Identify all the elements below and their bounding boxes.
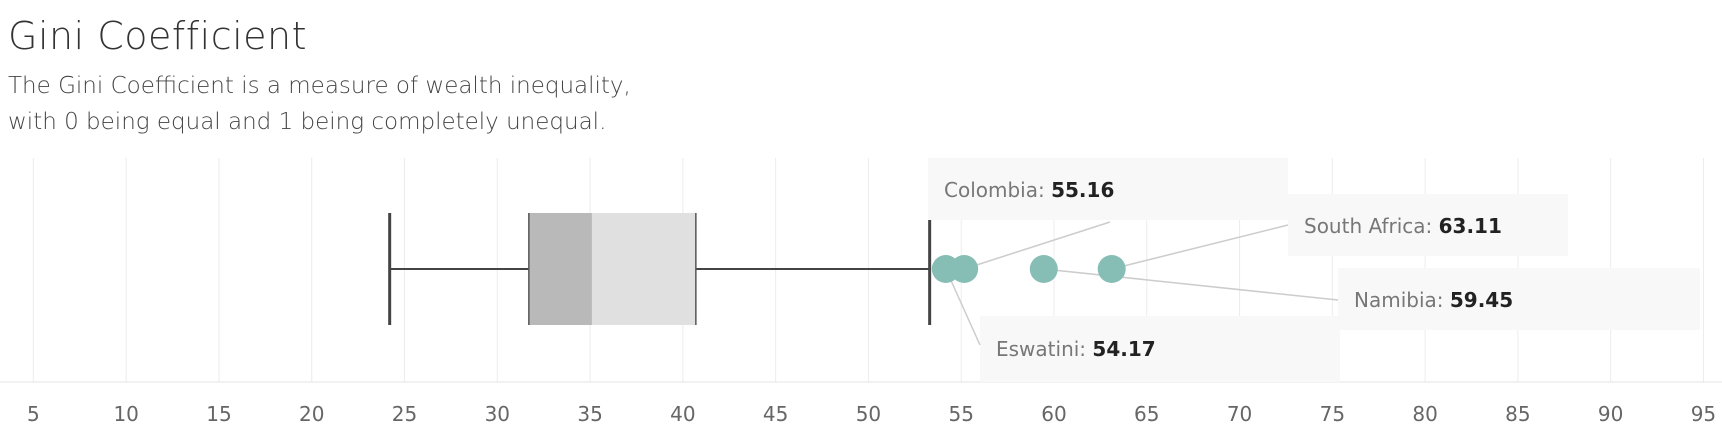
x-tick-label: 45 bbox=[763, 402, 788, 426]
x-tick-label: 85 bbox=[1505, 402, 1530, 426]
x-tick-label: 15 bbox=[206, 402, 231, 426]
x-tick-label: 65 bbox=[1134, 402, 1159, 426]
callout-box bbox=[928, 158, 1288, 220]
x-tick-label: 70 bbox=[1227, 402, 1252, 426]
callout-leader-line bbox=[963, 221, 1111, 270]
x-tick-label: 95 bbox=[1691, 402, 1716, 426]
x-tick-label: 30 bbox=[485, 402, 510, 426]
callout-box bbox=[1338, 268, 1700, 330]
outlier-point bbox=[950, 255, 979, 283]
callout-text: Namibia: 59.45 bbox=[1354, 288, 1513, 312]
x-tick-label: 60 bbox=[1041, 402, 1066, 426]
x-tick-label: 75 bbox=[1320, 402, 1345, 426]
callout-country-label: Eswatini: bbox=[996, 337, 1092, 361]
box-lower-half bbox=[528, 213, 592, 325]
callout-text: Colombia: 55.16 bbox=[944, 178, 1114, 202]
subtitle-line-1: The Gini Coefficient is a measure of wea… bbox=[8, 73, 631, 99]
x-tick-label: 25 bbox=[392, 402, 417, 426]
x-tick-label: 40 bbox=[670, 402, 695, 426]
x-tick-label: 90 bbox=[1598, 402, 1623, 426]
x-tick-label: 50 bbox=[856, 402, 881, 426]
chart-title: Gini Coefficient bbox=[8, 14, 308, 58]
callout-country-label: Colombia: bbox=[944, 178, 1051, 202]
outlier-point bbox=[1029, 255, 1058, 283]
x-tick-label: 10 bbox=[113, 402, 138, 426]
callout-value: 63.11 bbox=[1439, 214, 1502, 238]
outlier-point bbox=[1097, 255, 1126, 283]
callout-value: 59.45 bbox=[1450, 288, 1513, 312]
callout-leader-line bbox=[1111, 224, 1289, 270]
x-tick-label: 35 bbox=[577, 402, 602, 426]
callout-box bbox=[980, 316, 1340, 382]
x-tick-label: 20 bbox=[299, 402, 324, 426]
callout-text: South Africa: 63.11 bbox=[1304, 214, 1502, 238]
callout-country-label: South Africa: bbox=[1304, 214, 1439, 238]
callout-text: Eswatini: 54.17 bbox=[996, 337, 1156, 361]
callout-country-label: Namibia: bbox=[1354, 288, 1450, 312]
box-upper-half bbox=[591, 213, 696, 325]
callout-box bbox=[1288, 194, 1568, 256]
x-tick-label: 55 bbox=[948, 402, 973, 426]
x-tick-label: 5 bbox=[27, 402, 40, 426]
callout-leader-line bbox=[1043, 268, 1339, 301]
subtitle-line-2: with 0 being equal and 1 being completel… bbox=[8, 109, 607, 135]
x-tick-label: 80 bbox=[1412, 402, 1437, 426]
callout-value: 55.16 bbox=[1051, 178, 1114, 202]
chart-subtitle: The Gini Coefficient is a measure of wea… bbox=[8, 68, 631, 140]
callout-value: 54.17 bbox=[1092, 337, 1155, 361]
